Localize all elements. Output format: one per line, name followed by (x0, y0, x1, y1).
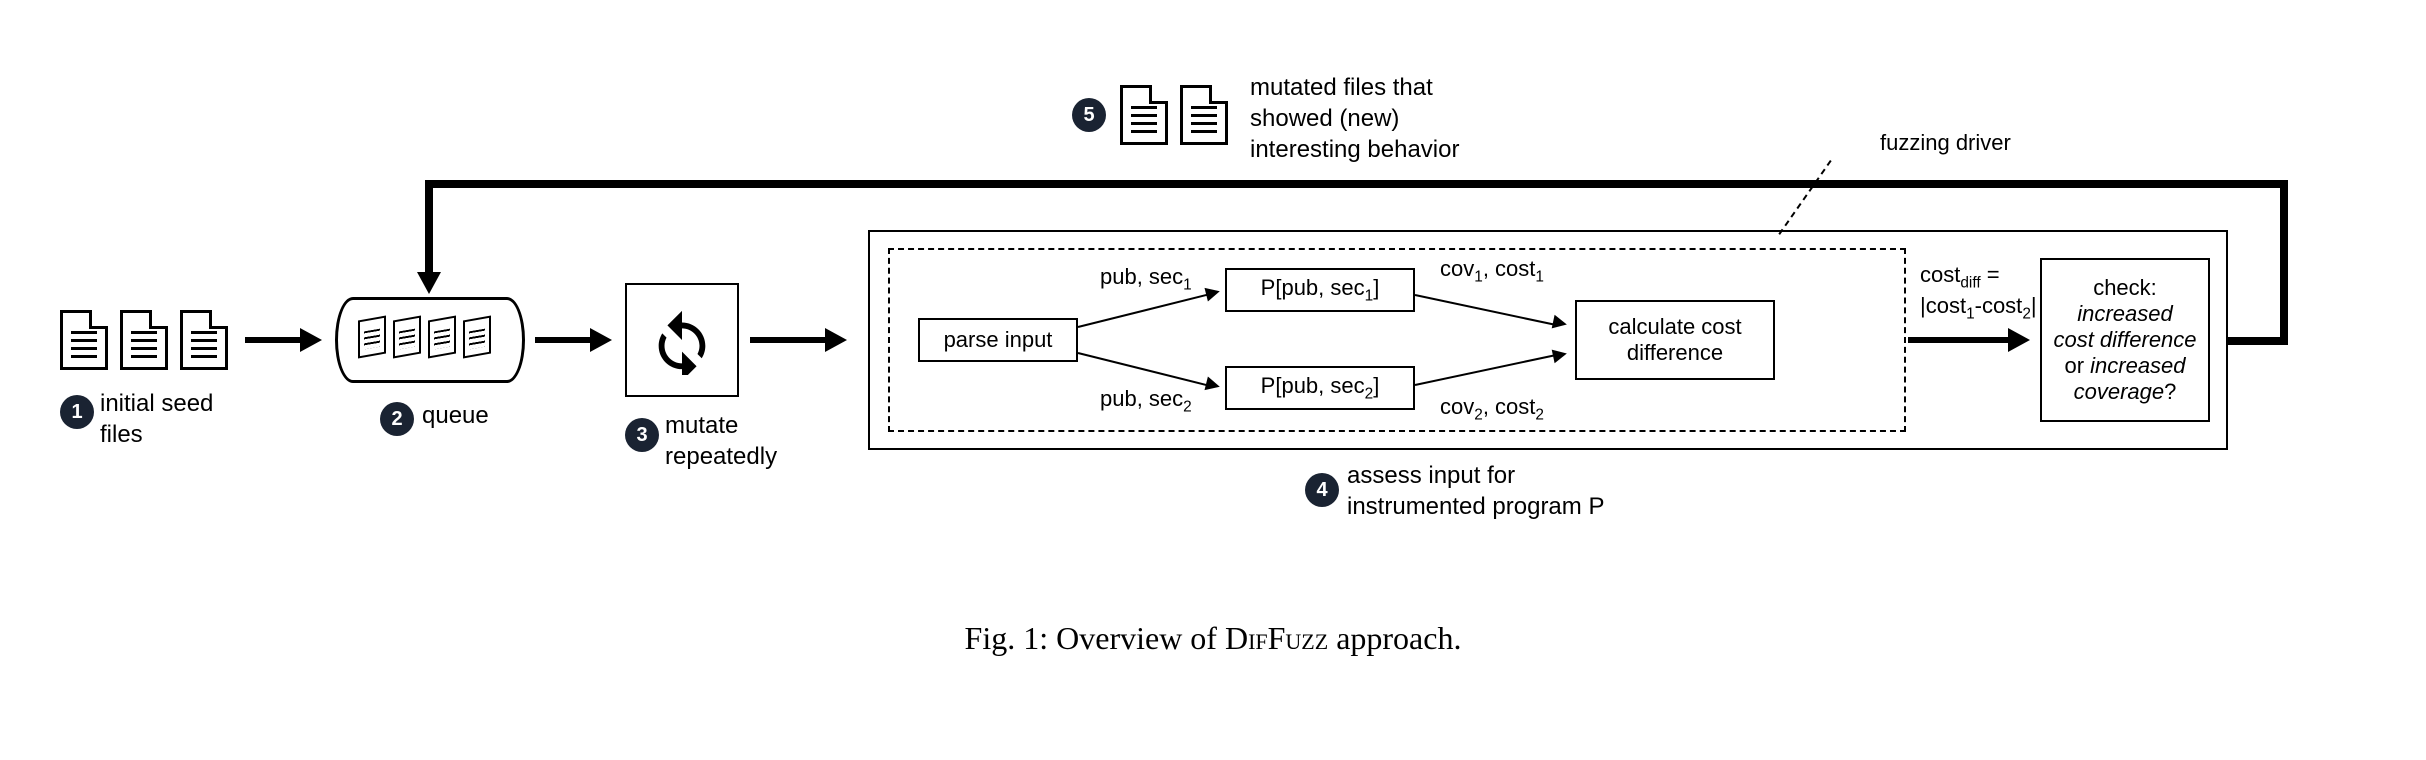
queue-doc-icon (463, 316, 491, 359)
badge-3: 3 (625, 418, 659, 452)
feedback-arrow-head (417, 272, 441, 294)
queue-doc-icon (393, 316, 421, 359)
parse-input-text: parse input (944, 327, 1053, 353)
label-cov2: cov2, cost2 (1440, 394, 1544, 424)
calc-text: calculate cost difference (1608, 314, 1741, 366)
arrow-1-2-head (300, 328, 322, 352)
feedback-line-down (425, 180, 433, 275)
calc-box: calculate cost difference (1575, 300, 1775, 380)
label-cov1: cov1, cost1 (1440, 256, 1544, 286)
badge-4: 4 (1305, 473, 1339, 507)
arrow-p1-calc-head (1552, 315, 1569, 332)
label-pub-sec1: pub, sec1 (1100, 264, 1192, 294)
doc-icon (1120, 85, 1168, 145)
label-queue: queue (422, 400, 489, 431)
arrow-calc-check-head (2008, 328, 2030, 352)
label-initial-seed: initial seed files (100, 388, 213, 450)
p2-box: P[pub, sec2] (1225, 366, 1415, 410)
arrow-p2-calc-head (1552, 347, 1569, 364)
arrow-2-3-head (590, 328, 612, 352)
arrow-3-4-head (825, 328, 847, 352)
doc-icon (60, 310, 108, 370)
feedback-line-up (2280, 180, 2288, 340)
queue-doc-icon (428, 316, 456, 359)
figure-caption: Fig. 1: Overview of DifFuzz approach. (0, 620, 2426, 657)
arrow-calc-check (1908, 337, 2008, 343)
feedback-line-top (425, 180, 2288, 188)
check-text: check:increasedcost differenceor increas… (2053, 275, 2196, 405)
mutate-box (625, 283, 739, 397)
arrow-3-4 (750, 337, 825, 343)
doc-icon (1180, 85, 1228, 145)
label-mutated-files: mutated files that showed (new) interest… (1250, 72, 1459, 166)
badge-5: 5 (1072, 98, 1106, 132)
p2-text: P[pub, sec2] (1261, 373, 1380, 403)
label-costdiff: costdiff =|cost1-cost2| (1920, 262, 2037, 324)
label-pub-sec2: pub, sec2 (1100, 386, 1192, 416)
arrow-2-3 (535, 337, 590, 343)
queue-doc-icon (358, 316, 386, 359)
badge-1: 1 (60, 395, 94, 429)
arrow-1-2 (245, 337, 300, 343)
refresh-icon (647, 305, 717, 375)
badge-2: 2 (380, 402, 414, 436)
label-fuzzing-driver: fuzzing driver (1880, 130, 2011, 156)
doc-icon (180, 310, 228, 370)
feedback-line-r0 (2228, 337, 2288, 345)
label-assess: assess input for instrumented program P (1347, 460, 1604, 522)
label-mutate: mutate repeatedly (665, 410, 777, 472)
p1-box: P[pub, sec1] (1225, 268, 1415, 312)
p1-text: P[pub, sec1] (1261, 275, 1380, 305)
doc-icon (120, 310, 168, 370)
parse-input-box: parse input (918, 318, 1078, 362)
check-box: check:increasedcost differenceor increas… (2040, 258, 2210, 422)
